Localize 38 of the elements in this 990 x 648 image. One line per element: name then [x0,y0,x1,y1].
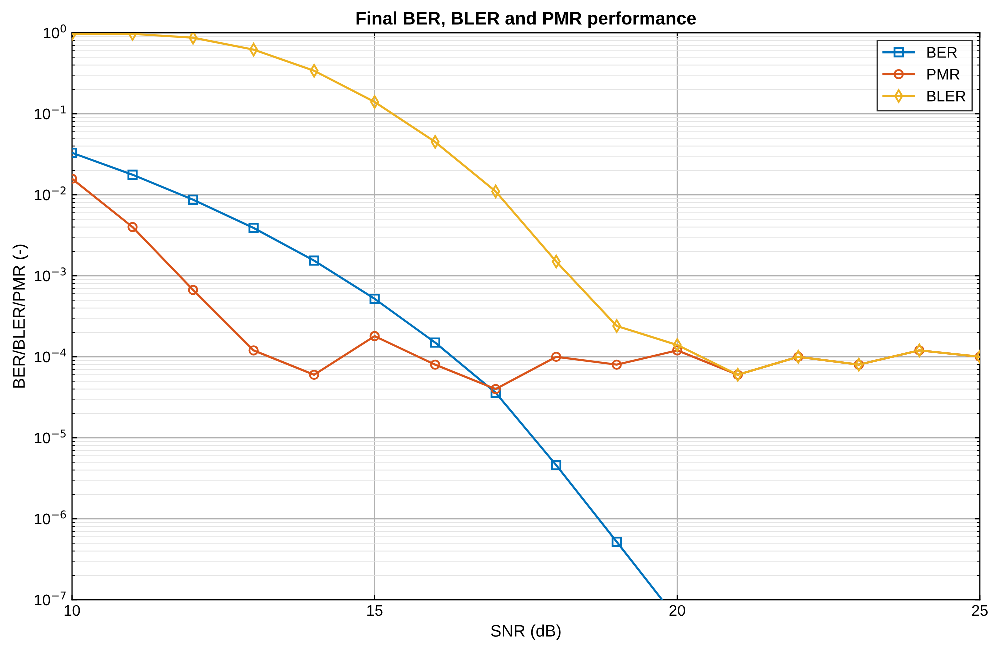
point [188,194,198,206]
point [551,460,562,470]
point [490,388,501,398]
legend-label: PMR [928,69,960,80]
point [490,384,501,394]
y-tick-label: 10$^{−5}$ [35,430,66,444]
point [309,370,320,380]
y-tick-label: 10$^{−6}$ [35,510,66,525]
legend-label: BER [928,47,958,58]
y-tick-label: 10$^{−7}$ [35,592,66,606]
point [309,256,320,266]
y-tick-label: 10$^{−4}$ [35,348,66,363]
point [430,360,440,370]
point [370,331,380,342]
point [612,536,622,548]
y-tick-label: 10$^{0}$ [44,24,66,39]
point [248,346,259,356]
point [612,360,622,370]
x-tick-label: 25 [972,605,988,616]
point [188,33,198,45]
y-axis-title: BER/BLER/PMR (-) [12,244,28,388]
point [672,346,683,356]
point [551,352,562,362]
y-tick-label: 10$^{−3}$ [35,268,66,282]
point [128,222,138,232]
point [188,285,198,296]
x-tick-label: 20 [670,605,686,616]
x-axis-title: SNR (dB) [491,624,561,640]
point [430,338,440,348]
x-tick-label: 15 [368,605,383,616]
chart-title: Final BER, BLER and PMR performance [356,12,696,28]
point [128,170,138,180]
legend-label: BLER [928,91,966,102]
y-tick-label: 10$^{−2}$ [35,186,66,201]
y-tick-label: 10$^{−1}$ [35,106,66,120]
point [248,223,259,234]
x-tick-label: 10 [64,605,80,616]
point [370,294,380,304]
